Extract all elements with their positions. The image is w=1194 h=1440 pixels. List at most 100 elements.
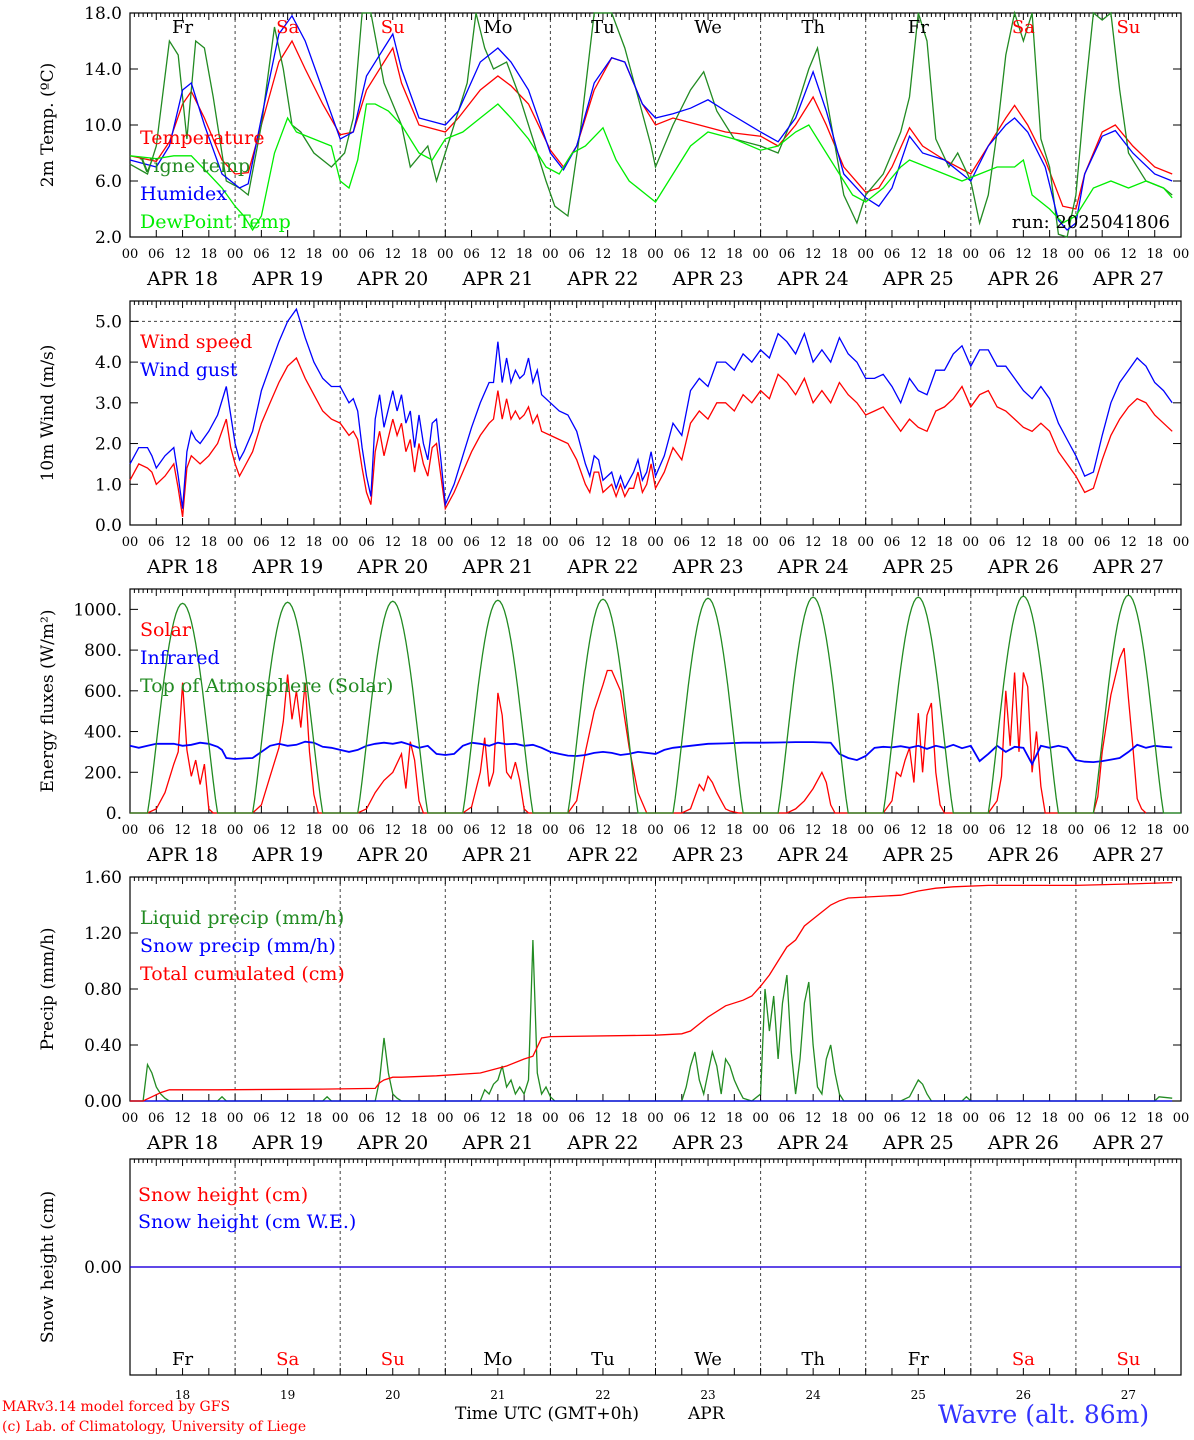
date-label: APR 22 (566, 556, 638, 578)
hour-tick-label: 00 (647, 535, 664, 550)
weekday-label-top: Fr (172, 17, 193, 38)
hour-tick-label: 18 (201, 823, 218, 838)
hour-tick-label: 12 (595, 535, 612, 550)
hour-tick-label: 06 (358, 535, 375, 550)
hour-tick-label: 12 (174, 823, 191, 838)
y-tick-label: 600. (84, 682, 122, 702)
hour-tick-label: 12 (910, 823, 927, 838)
y-axis-label: 2m Temp. (ºC) (38, 63, 58, 188)
hour-tick-label: 18 (411, 823, 428, 838)
legend-entry: Snow precip (mm/h) (140, 935, 336, 957)
hour-tick-label: 18 (201, 535, 218, 550)
hour-tick-label: 18 (1041, 535, 1058, 550)
hour-tick-label: 06 (779, 247, 796, 262)
hour-tick-label: 06 (463, 823, 480, 838)
hour-tick-label: 00 (227, 823, 244, 838)
day-number-label: 26 (1016, 1388, 1031, 1402)
hour-tick-label: 00 (227, 1111, 244, 1126)
hour-tick-label: 06 (989, 1111, 1006, 1126)
hour-tick-label: 18 (1146, 1111, 1163, 1126)
hour-tick-label: 00 (542, 1111, 559, 1126)
hour-tick-label: 00 (963, 823, 980, 838)
y-axis-label: Precip (mm/h) (38, 927, 58, 1050)
y-tick-label: 4.0 (95, 353, 122, 373)
hour-tick-label: 18 (831, 247, 848, 262)
credit-label: (c) Lab. of Climatology, University of L… (2, 1419, 307, 1435)
hour-tick-label: 12 (174, 1111, 191, 1126)
hour-tick-label: 18 (1041, 823, 1058, 838)
hour-tick-label: 00 (857, 1111, 874, 1126)
y-tick-label: 0.0 (95, 516, 122, 536)
date-label: APR 19 (251, 1132, 323, 1154)
panel-1: 2.0 6.0 10.0 14.0 18.0 2m Temp. (ºC) Temperatu… (38, 4, 1189, 290)
hour-tick-label: 18 (936, 823, 953, 838)
hour-tick-label: 00 (227, 247, 244, 262)
legend-entry: Snow height (cm) (138, 1184, 308, 1206)
legend-entry: Infrared (140, 647, 220, 669)
hour-tick-label: 00 (1173, 247, 1190, 262)
y-tick-label: 18.0 (84, 4, 122, 24)
weekday-label-top: Su (1116, 17, 1140, 38)
hour-tick-label: 18 (1146, 247, 1163, 262)
y-tick-label: 6.0 (95, 172, 122, 192)
series-line-vigne-temp (129, 10, 1173, 238)
day-number-label: 24 (806, 1388, 822, 1402)
hour-tick-label: 00 (963, 535, 980, 550)
date-label: APR 19 (251, 556, 323, 578)
month-label: APR (688, 1404, 725, 1424)
series-line-temperature (129, 39, 1173, 210)
hour-tick-label: 12 (700, 823, 717, 838)
date-label: APR 26 (987, 556, 1059, 578)
hour-tick-label: 12 (490, 247, 507, 262)
weekday-label-bottom: Fr (172, 1349, 193, 1370)
y-tick-label: 800. (84, 641, 122, 661)
hour-tick-label: 18 (201, 247, 218, 262)
hour-tick-label: 18 (306, 1111, 323, 1126)
model-label: MARv3.14 model forced by GFS (2, 1399, 231, 1415)
series-line-wind-speed (129, 356, 1173, 517)
hour-tick-label: 18 (201, 1111, 218, 1126)
hour-tick-label: 12 (910, 1111, 927, 1126)
hour-tick-label: 12 (910, 535, 927, 550)
series-line-humidex (129, 14, 1173, 231)
weekday-label-bottom: Th (801, 1349, 825, 1370)
hour-tick-label: 12 (700, 1111, 717, 1126)
legend-entry: Temperature (140, 127, 264, 149)
weekday-label-bottom: Sa (276, 1349, 299, 1370)
hour-tick-label: 00 (227, 535, 244, 550)
hour-tick-label: 00 (647, 247, 664, 262)
hour-tick-label: 18 (306, 823, 323, 838)
hour-tick-label: 06 (463, 247, 480, 262)
hour-tick-label: 12 (490, 1111, 507, 1126)
hour-tick-label: 00 (752, 535, 769, 550)
date-label: APR 18 (146, 268, 218, 290)
y-axis-label: Energy fluxes (W/m²) (38, 610, 58, 793)
hour-tick-label: 18 (1146, 535, 1163, 550)
hour-tick-label: 12 (595, 1111, 612, 1126)
hour-tick-label: 06 (989, 535, 1006, 550)
date-label: APR 23 (672, 844, 744, 866)
weekday-label-bottom: We (694, 1349, 722, 1370)
series-line-solar (130, 647, 1147, 814)
series-line-total-cumulated-cm- (130, 881, 1173, 1102)
y-tick-label: 1.0 (95, 475, 122, 495)
day-number-label: 27 (1121, 1388, 1136, 1402)
date-label: APR 21 (461, 556, 533, 578)
hour-tick-label: 12 (1120, 247, 1137, 262)
hour-tick-label: 12 (910, 247, 927, 262)
hour-tick-label: 18 (516, 823, 533, 838)
day-number-label: 23 (700, 1388, 715, 1402)
hour-tick-label: 06 (779, 823, 796, 838)
hour-tick-label: 00 (857, 247, 874, 262)
hour-tick-label: 00 (332, 247, 349, 262)
hour-tick-label: 06 (1094, 535, 1111, 550)
hour-tick-label: 12 (384, 1111, 401, 1126)
hour-tick-label: 06 (568, 247, 585, 262)
y-tick-label: 3.0 (95, 394, 122, 414)
hour-tick-label: 06 (884, 247, 901, 262)
date-label: APR 24 (777, 1132, 849, 1154)
hour-tick-label: 06 (148, 1111, 165, 1126)
legend-entry: Snow height (cm W.E.) (138, 1211, 356, 1233)
date-label: APR 18 (146, 1132, 218, 1154)
